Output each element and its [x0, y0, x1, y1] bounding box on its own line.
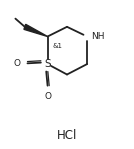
- Text: S: S: [44, 59, 51, 69]
- Text: O: O: [44, 92, 51, 101]
- Polygon shape: [24, 24, 48, 37]
- Text: NH: NH: [91, 32, 105, 41]
- Text: O: O: [14, 59, 21, 68]
- Text: HCl: HCl: [57, 129, 77, 142]
- Text: &1: &1: [53, 43, 63, 49]
